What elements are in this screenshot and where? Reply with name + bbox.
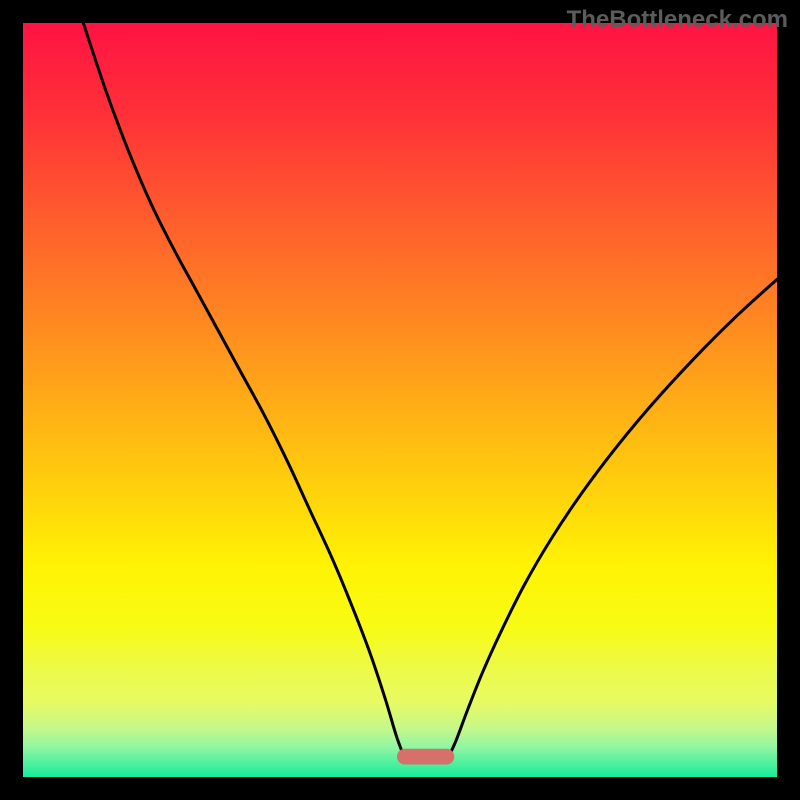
watermark-label: TheBottleneck.com [567, 6, 788, 34]
plot-background [23, 23, 777, 777]
bottleneck-chart [0, 0, 800, 800]
chart-container: TheBottleneck.com [0, 0, 800, 800]
valley-marker [397, 749, 454, 765]
